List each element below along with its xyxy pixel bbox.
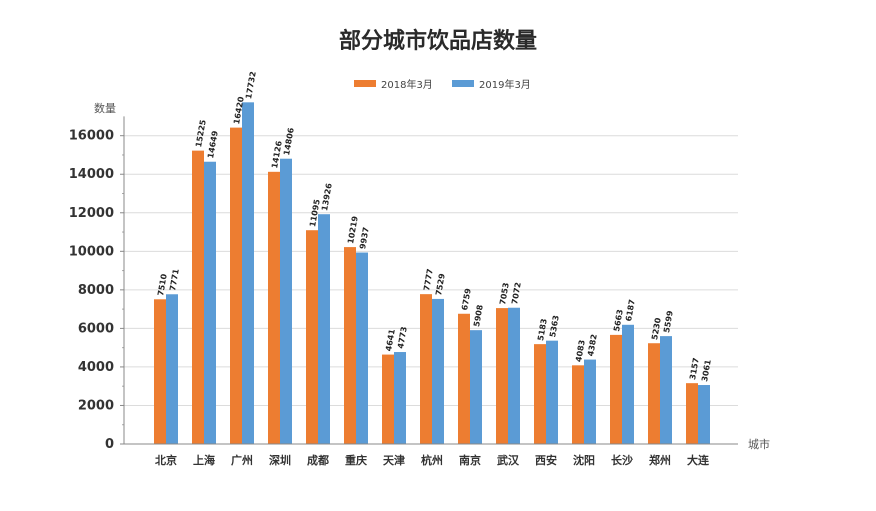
data-label: 3061 xyxy=(700,358,713,382)
data-label: 5908 xyxy=(472,304,485,328)
bar-2018-南京 xyxy=(458,313,470,444)
bar-2018-上海 xyxy=(192,150,204,444)
x-tick-label: 西安 xyxy=(535,453,557,467)
x-tick-label: 深圳 xyxy=(269,453,291,467)
y-axis-label: 数量 xyxy=(94,102,116,115)
data-label: 5599 xyxy=(662,310,675,334)
legend-swatch-2019 xyxy=(452,80,474,87)
data-label: 17732 xyxy=(244,71,258,100)
bar-2019-西安 xyxy=(546,340,558,444)
x-tick-label: 武汉 xyxy=(497,453,520,467)
x-tick-label: 北京 xyxy=(155,453,177,467)
axis-layer: 0 2000 4000 6000 8000 10000 12000 14000 16000 北京 上… xyxy=(69,116,738,467)
data-label: 5363 xyxy=(548,315,561,338)
y-tick-label: 6000 xyxy=(78,321,114,336)
x-tick-label: 郑州 xyxy=(649,453,671,467)
data-label: 7053 xyxy=(498,282,511,305)
y-tick-label: 16000 xyxy=(69,129,114,144)
bar-2019-北京 xyxy=(166,294,178,444)
x-tick-label: 长沙 xyxy=(611,453,633,467)
bar-2018-北京 xyxy=(154,299,166,444)
data-label: 7529 xyxy=(434,272,447,296)
data-label: 4083 xyxy=(574,339,587,362)
data-label: 7510 xyxy=(156,273,169,297)
bar-2019-沈阳 xyxy=(584,359,596,444)
bar-2019-天津 xyxy=(394,352,406,444)
bar-2019-深圳 xyxy=(280,158,292,444)
bar-2019-上海 xyxy=(204,161,216,444)
x-tick-label: 重庆 xyxy=(345,453,367,467)
bar-2018-沈阳 xyxy=(572,365,584,444)
data-label: 7072 xyxy=(510,282,523,305)
bar-2019-郑州 xyxy=(660,336,672,444)
data-label: 6187 xyxy=(624,299,637,322)
y-tick-label: 0 xyxy=(105,437,114,452)
y-tick-label: 10000 xyxy=(69,244,114,259)
bar-2018-成都 xyxy=(306,230,318,444)
bar-2018-深圳 xyxy=(268,171,280,444)
data-label: 4382 xyxy=(586,333,599,356)
bar-2019-成都 xyxy=(318,214,330,444)
data-label: 15225 xyxy=(194,119,208,148)
x-tick-label: 沈阳 xyxy=(573,453,595,467)
legend-label-2018: 2018年3月 xyxy=(381,78,433,91)
data-label: 14806 xyxy=(282,127,296,156)
data-label: 7771 xyxy=(168,268,181,292)
bar-2018-广州 xyxy=(230,127,242,445)
bar-2019-武汉 xyxy=(508,307,520,444)
bar-2018-郑州 xyxy=(648,343,660,444)
y-tick-label: 8000 xyxy=(78,283,114,298)
y-tick-label: 2000 xyxy=(78,398,114,413)
bar-2019-长沙 xyxy=(622,324,634,444)
data-label: 5663 xyxy=(612,309,625,332)
bar-2018-重庆 xyxy=(344,247,356,444)
x-tick-label: 成都 xyxy=(307,453,329,467)
legend: 2018年3月 2019年3月 xyxy=(354,78,531,91)
data-label: 3157 xyxy=(688,357,701,380)
data-label: 4773 xyxy=(396,326,409,349)
bar-2019-南京 xyxy=(470,330,482,444)
bar-2018-大连 xyxy=(686,383,698,444)
x-tick-label: 杭州 xyxy=(421,453,443,467)
legend-swatch-2018 xyxy=(354,80,376,87)
x-tick-label: 天津 xyxy=(383,453,405,467)
y-tick-label: 4000 xyxy=(78,360,114,375)
bar-2019-杭州 xyxy=(432,298,444,444)
bars-layer xyxy=(154,102,710,445)
bar-2019-大连 xyxy=(698,385,710,444)
data-label: 14649 xyxy=(206,130,220,159)
bar-2018-天津 xyxy=(382,354,394,444)
data-label: 7777 xyxy=(422,268,435,291)
data-label: 5183 xyxy=(536,318,549,341)
bar-2018-武汉 xyxy=(496,308,508,444)
bar-2018-西安 xyxy=(534,344,546,444)
data-label: 10219 xyxy=(346,215,360,244)
data-label: 6759 xyxy=(460,287,473,311)
x-tick-label: 大连 xyxy=(687,453,710,467)
chart-title: 部分城市饮品店数量 xyxy=(339,28,537,54)
x-axis-label: 城市 xyxy=(748,437,770,451)
data-label: 13926 xyxy=(320,182,334,211)
bar-2018-杭州 xyxy=(420,294,432,444)
bar-2019-重庆 xyxy=(356,252,368,444)
legend-label-2019: 2019年3月 xyxy=(479,78,531,91)
x-tick-label: 广州 xyxy=(231,453,253,467)
data-label: 9937 xyxy=(358,226,371,249)
data-label: 4641 xyxy=(384,328,397,352)
y-tick-label: 14000 xyxy=(69,167,114,182)
x-tick-label: 南京 xyxy=(459,453,481,467)
bar-2019-广州 xyxy=(242,102,254,444)
y-tick-label: 12000 xyxy=(69,206,114,221)
data-label: 5230 xyxy=(650,317,663,341)
bar-2018-长沙 xyxy=(610,334,622,444)
x-tick-label: 上海 xyxy=(193,453,215,467)
